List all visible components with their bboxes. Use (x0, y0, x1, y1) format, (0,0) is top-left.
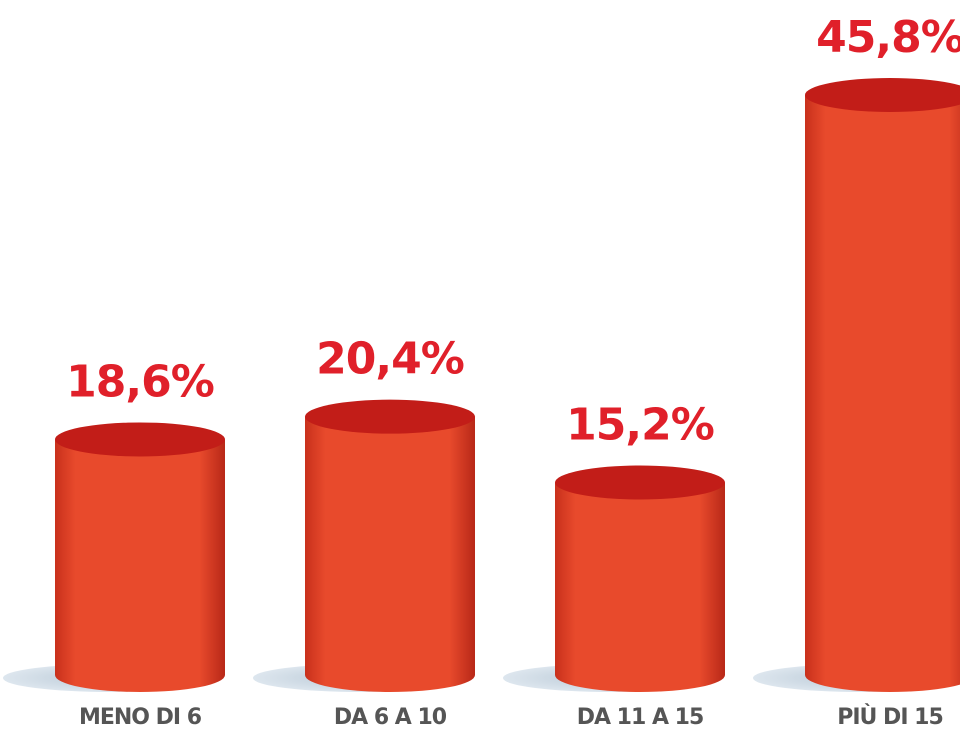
value-label: 45,8% (816, 12, 960, 63)
bar (55, 439, 225, 692)
value-label: 20,4% (316, 334, 464, 385)
cylinder-top (55, 422, 225, 457)
x-tick-label: DA 11 A 15 (577, 705, 704, 730)
cylinder-top (805, 78, 960, 112)
cylinder-top (305, 399, 475, 434)
value-label: 18,6% (66, 356, 214, 407)
x-tick-label: PIÙ DI 15 (837, 704, 943, 730)
bar (805, 95, 960, 692)
bar (305, 416, 475, 692)
x-tick-label: MENO DI 6 (79, 705, 202, 730)
value-label: 15,2% (566, 400, 714, 451)
x-tick-label: DA 6 A 10 (334, 705, 447, 730)
cylinder-top (555, 465, 725, 500)
bar (555, 482, 725, 692)
